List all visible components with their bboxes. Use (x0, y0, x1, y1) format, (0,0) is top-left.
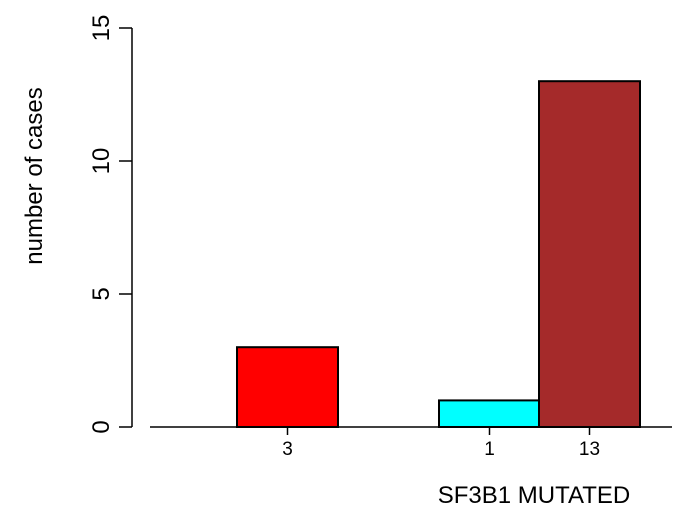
bars (236, 80, 641, 429)
bar-2 (538, 80, 641, 428)
bar-label-2: 13 (579, 439, 600, 460)
y-axis: 0 5 10 15 (88, 15, 133, 434)
y-tick-label: 0 (88, 420, 115, 433)
y-tick-label: 15 (88, 15, 115, 42)
y-tick-label: 5 (88, 287, 115, 300)
bar-0 (236, 346, 339, 429)
y-tick-label: 10 (88, 148, 115, 175)
bar-label-1: 1 (484, 439, 495, 460)
x-axis-title: SF3B1 MUTATED (438, 482, 630, 509)
bar-label-0: 3 (282, 439, 293, 460)
y-axis-title: number of cases (21, 87, 48, 264)
bar-1 (438, 399, 541, 428)
bar-labels: 3 1 13 (282, 427, 600, 460)
